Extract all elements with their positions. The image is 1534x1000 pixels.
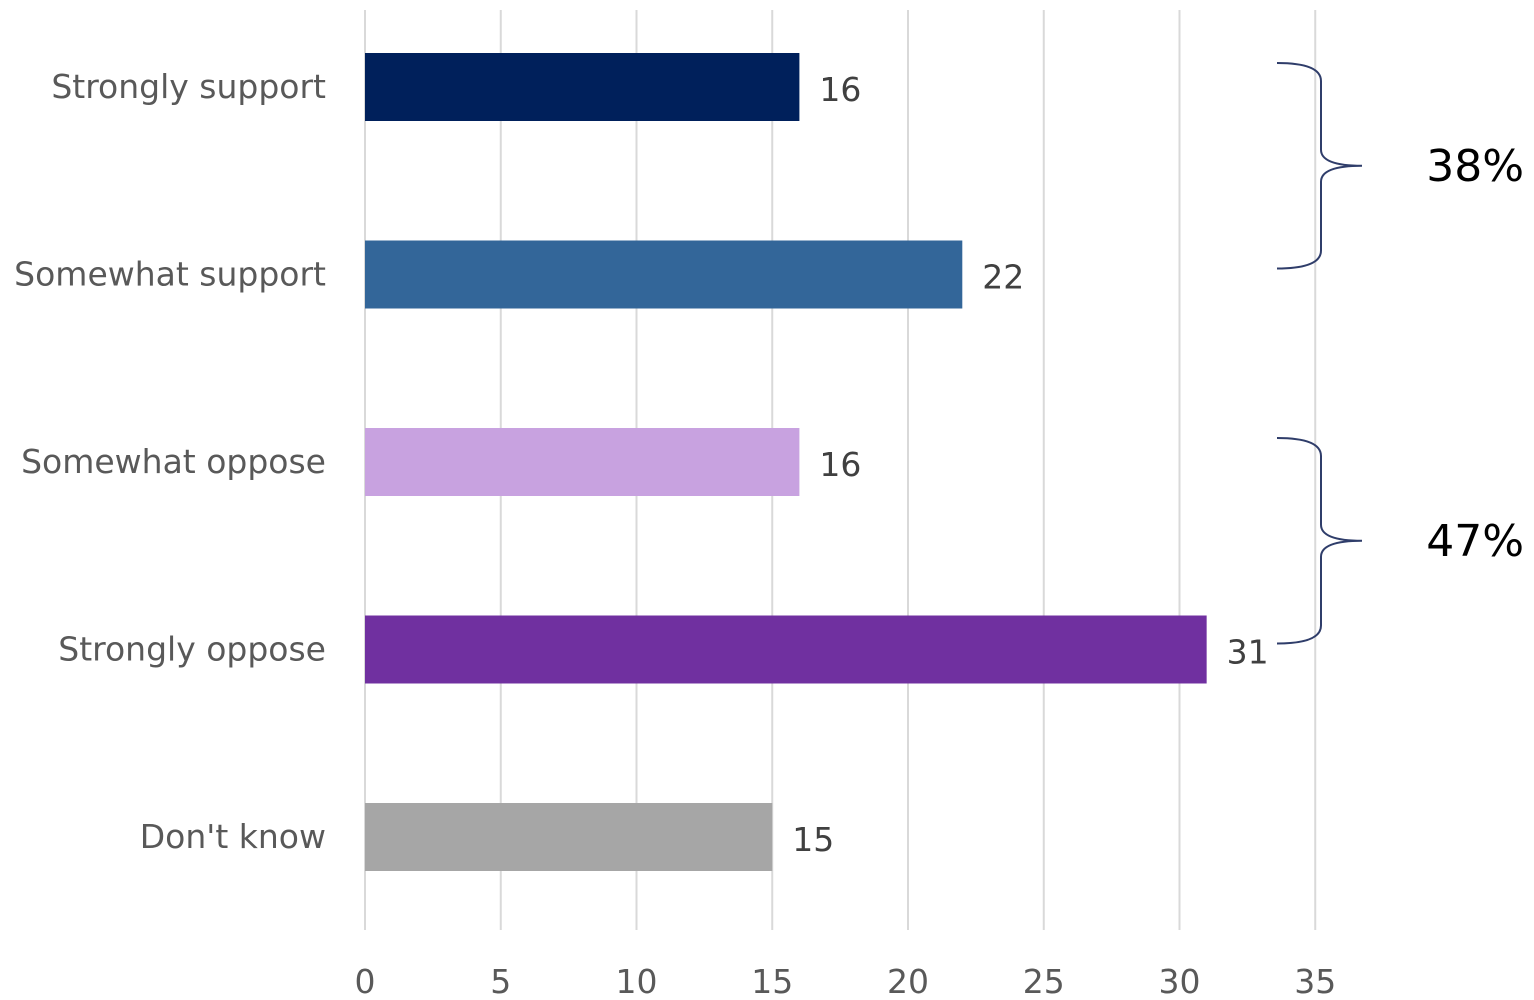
x-tick-label: 10	[616, 962, 658, 1000]
bars	[365, 53, 1207, 871]
bar	[365, 53, 800, 121]
group-brace	[1276, 62, 1363, 270]
category-labels: Strongly support Somewhat support Somewhat…	[14, 67, 326, 856]
group-braces: 38% 47%	[1276, 62, 1524, 645]
data-label: 15	[792, 820, 834, 859]
data-label: 31	[1227, 633, 1269, 672]
data-label: 16	[819, 70, 861, 109]
x-tick-label: 25	[1023, 962, 1065, 1000]
category-label: Somewhat oppose	[21, 442, 326, 481]
category-label: Strongly oppose	[58, 630, 326, 669]
x-tick-label: 35	[1294, 962, 1336, 1000]
data-label: 16	[819, 445, 861, 484]
x-axis-tick-labels: 0 5 10 15 20 25 30 35	[355, 962, 1337, 1000]
group-brace	[1276, 437, 1363, 645]
category-label: Don't know	[140, 817, 326, 856]
bar	[365, 428, 800, 496]
data-labels: 16 22 16 31 15	[792, 70, 1268, 859]
x-tick-label: 20	[887, 962, 929, 1000]
x-tick-label: 0	[355, 962, 376, 1000]
bar	[365, 803, 773, 871]
category-label: Strongly support	[51, 67, 326, 106]
group-percentage-label: 38%	[1426, 141, 1524, 192]
x-tick-label: 30	[1159, 962, 1201, 1000]
category-label: Somewhat support	[14, 255, 326, 294]
group-percentage-label: 47%	[1426, 516, 1524, 567]
bar	[365, 615, 1207, 684]
x-tick-label: 15	[751, 962, 793, 1000]
x-tick-label: 5	[490, 962, 511, 1000]
data-label: 22	[982, 258, 1024, 297]
bar	[365, 240, 963, 309]
